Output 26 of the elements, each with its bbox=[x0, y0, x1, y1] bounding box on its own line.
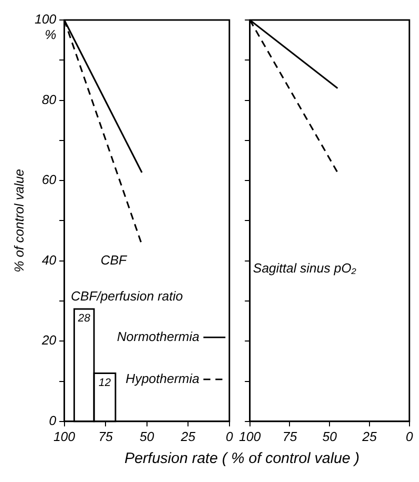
x-tick-label: 75 bbox=[98, 428, 114, 444]
y-axis-title: % of control value bbox=[11, 169, 26, 272]
x-tick-label: 50 bbox=[140, 428, 155, 444]
x-tick-label: 25 bbox=[180, 428, 196, 444]
legend-label: Hypothermia bbox=[126, 371, 200, 386]
data-label: 12 bbox=[98, 376, 111, 389]
y-tick-label: 80 bbox=[42, 92, 58, 107]
text: % bbox=[44, 27, 56, 42]
y-tick-label: 100 bbox=[34, 12, 58, 27]
x-tick-label: 100 bbox=[238, 428, 262, 444]
y-tick-label: 0 bbox=[49, 413, 58, 428]
x-axis-title: Perfusion rate ( % of control value ) bbox=[123, 450, 361, 467]
annotation: Sagittal sinus pO₂ bbox=[253, 260, 356, 276]
y-tick-label: 60 bbox=[42, 172, 58, 188]
x-tick-label: 100 bbox=[53, 428, 76, 444]
data-label: 28 bbox=[76, 312, 92, 325]
legend-label: Normothermia bbox=[117, 329, 200, 344]
x-tick-label: 25 bbox=[361, 428, 378, 444]
x-tick-label: 50 bbox=[322, 428, 338, 444]
x-tick-label: 0 bbox=[226, 428, 234, 444]
annotation: CBF/perfusion ratio bbox=[70, 288, 183, 304]
y-tick-label: 40 bbox=[42, 252, 58, 268]
x-tick-label: 0 bbox=[406, 428, 414, 444]
y-tick-label: 20 bbox=[40, 332, 58, 348]
x-tick-label: 75 bbox=[282, 428, 298, 444]
annotation: CBF bbox=[100, 252, 128, 268]
